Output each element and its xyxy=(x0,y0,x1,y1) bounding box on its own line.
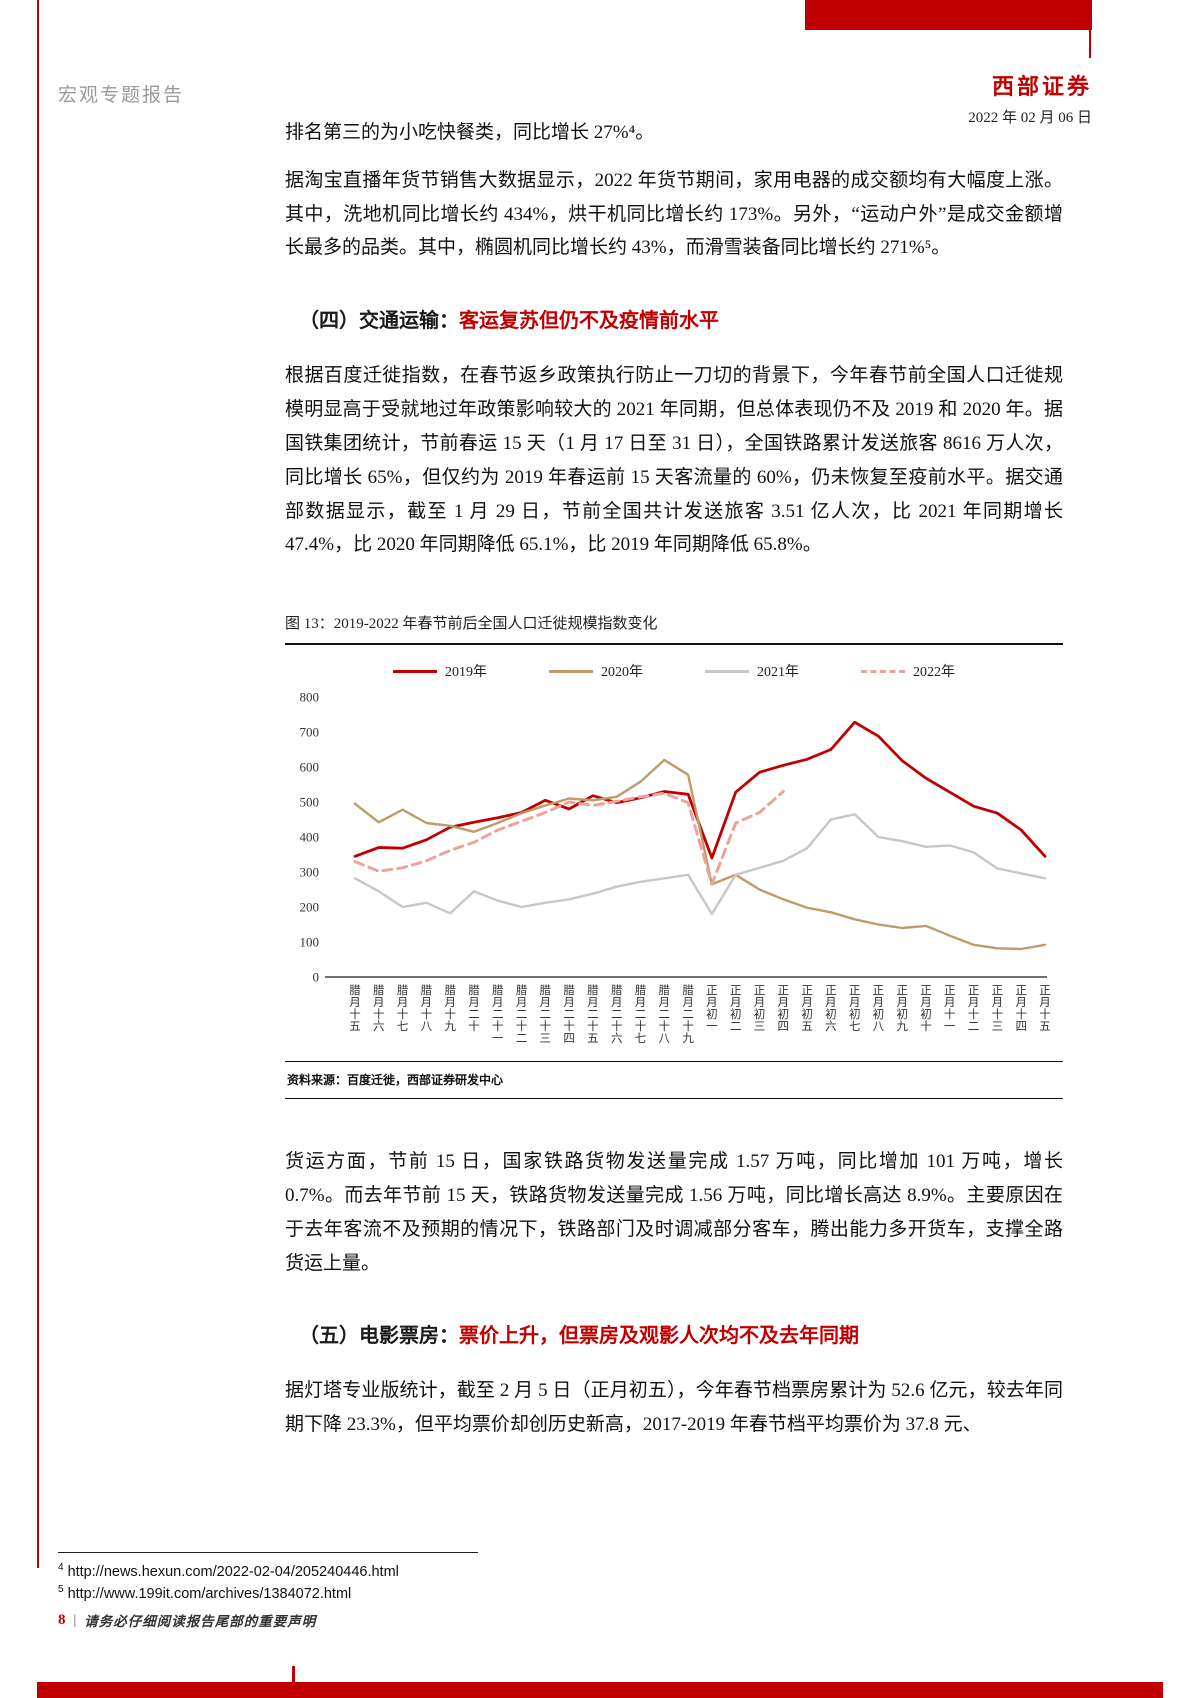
svg-text:正月十二: 正月十二 xyxy=(968,985,980,1033)
svg-text:腊月二十六: 腊月二十六 xyxy=(611,984,623,1045)
svg-text:腊月十六: 腊月十六 xyxy=(373,984,385,1033)
legend-label: 2020年 xyxy=(601,665,643,681)
legend-item-2021年: 2021年 xyxy=(705,661,799,681)
footer-separator: | xyxy=(73,1612,77,1627)
paragraph-freight: 货运方面，节前 15 日，国家铁路货物发送量完成 1.57 万吨，同比增加 10… xyxy=(285,1151,1063,1274)
legend-item-2020年: 2020年 xyxy=(549,661,643,681)
svg-text:500: 500 xyxy=(300,795,320,810)
paragraph-boxoffice: 据灯塔专业版统计，截至 2 月 5 日（正月初五），今年春节档票房累计为 52.… xyxy=(285,1380,1063,1436)
svg-text:正月初七: 正月初七 xyxy=(849,985,861,1033)
svg-text:正月初三: 正月初三 xyxy=(754,985,766,1033)
svg-text:正月十五: 正月十五 xyxy=(1039,985,1051,1033)
svg-text:腊月十九: 腊月十九 xyxy=(444,984,456,1033)
legend-label: 2022年 xyxy=(913,665,955,681)
content-column: 排名第三的为小吃快餐类，同比增长 27%⁴。 据淘宝直播年货节销售大数据显示，2… xyxy=(285,116,1063,1456)
page-number: 8 xyxy=(58,1611,66,1628)
svg-text:800: 800 xyxy=(300,690,320,705)
footnote-4: 4 http://news.hexun.com/2022-02-04/205240… xyxy=(58,1561,578,1583)
svg-text:腊月二十五: 腊月二十五 xyxy=(587,984,599,1045)
svg-text:正月十四: 正月十四 xyxy=(1015,985,1026,1033)
paragraph-taobao: 据淘宝直播年货节销售大数据显示，2022 年货节期间，家用电器的成交额均有大幅度… xyxy=(285,169,1063,259)
legend-item-2022年: 2022年 xyxy=(861,661,955,681)
svg-text:腊月二十九: 腊月二十九 xyxy=(682,984,694,1045)
footnote-url[interactable]: http://www.199it.com/archives/1384072.ht… xyxy=(67,1585,352,1602)
svg-text:正月十一: 正月十一 xyxy=(944,985,956,1033)
footnote-marker: 5 xyxy=(58,1583,64,1595)
section-heading-transport: （四）交通运输：客运复苏但仍不及疫情前水平 xyxy=(285,307,1063,335)
svg-text:正月初六: 正月初六 xyxy=(825,985,837,1033)
legend-line-swatch xyxy=(393,669,437,673)
legend-label: 2021年 xyxy=(757,665,799,681)
paragraph-migration: 根据百度迁徙指数，在春节返乡政策执行防止一刀切的背景下，今年春节前全国人口迁徙规… xyxy=(285,365,1063,556)
left-red-rule xyxy=(37,0,39,1568)
legend-line-swatch xyxy=(861,669,905,673)
svg-text:腊月十五: 腊月十五 xyxy=(349,984,361,1033)
svg-text:200: 200 xyxy=(300,900,320,915)
svg-text:正月初二: 正月初二 xyxy=(730,985,742,1033)
svg-text:正月初八: 正月初八 xyxy=(873,985,885,1033)
footnote-5: 5 http://www.199it.com/archives/1384072.h… xyxy=(58,1583,578,1605)
svg-text:腊月十八: 腊月十八 xyxy=(421,984,433,1033)
footnote-url[interactable]: http://news.hexun.com/2022-02-04/2052404… xyxy=(67,1563,399,1580)
svg-text:正月初五: 正月初五 xyxy=(801,985,813,1033)
bottom-red-bar xyxy=(37,1682,1163,1698)
svg-text:700: 700 xyxy=(300,725,320,740)
figure-source: 资料来源：百度迁徙，西部证券研发中心 xyxy=(285,1062,1063,1100)
svg-text:100: 100 xyxy=(300,935,320,950)
svg-text:腊月二十三: 腊月二十三 xyxy=(540,984,552,1045)
svg-text:300: 300 xyxy=(300,865,320,880)
svg-text:正月初十: 正月初十 xyxy=(920,985,932,1033)
brand-logo: 西部证券 xyxy=(991,74,1092,99)
figure-box: 2019年 2020年 2021年 2022年 0 100 200 300 400 500 600… xyxy=(285,643,1063,1063)
footer-disclaimer: 请务必仔细阅读报告尾部的重要声明 xyxy=(84,1614,317,1629)
svg-text:腊月二十二: 腊月二十二 xyxy=(516,984,528,1045)
svg-text:正月初四: 正月初四 xyxy=(778,985,790,1033)
page-footer: 8 | 请务必仔细阅读报告尾部的重要声明 xyxy=(58,1610,316,1630)
svg-text:400: 400 xyxy=(300,830,320,845)
svg-text:腊月二十四: 腊月二十四 xyxy=(563,984,575,1045)
footnote-marker: 4 xyxy=(58,1562,64,1573)
svg-text:正月初一: 正月初一 xyxy=(706,985,718,1033)
section-number: （五）电影票房： xyxy=(299,1325,459,1348)
svg-text:腊月二十七: 腊月二十七 xyxy=(635,984,647,1045)
svg-text:正月初九: 正月初九 xyxy=(896,985,908,1033)
paragraph-ranking: 排名第三的为小吃快餐类，同比增长 27%⁴。 xyxy=(285,122,655,143)
footnotes: 4 http://news.hexun.com/2022-02-04/205240… xyxy=(58,1552,578,1605)
top-right-red-tail xyxy=(1089,30,1091,58)
brand-block: 西部证券 2022 年 02 月 06 日 xyxy=(968,74,1092,127)
chart-legend: 2019年 2020年 2021年 2022年 xyxy=(285,661,1063,681)
bottom-red-tick xyxy=(292,1666,295,1683)
legend-line-swatch xyxy=(549,669,593,673)
migration-index-line-chart: 0100200300400500600700800腊月十五腊月十六腊月十七腊月十… xyxy=(300,690,1051,1046)
svg-text:腊月二十: 腊月二十 xyxy=(468,984,480,1033)
svg-text:腊月二十八: 腊月二十八 xyxy=(659,984,671,1045)
section-heading-boxoffice: （五）电影票房：票价上升，但票房及观影人次均不及去年同期 xyxy=(285,1322,1063,1350)
footnote-rule xyxy=(58,1552,478,1553)
legend-line-swatch xyxy=(705,669,749,673)
section-title: 客运复苏但仍不及疫情前水平 xyxy=(459,310,719,333)
figure-title: 图 13：2019-2022 年春节前后全国人口迁徙规模指数变化 xyxy=(285,616,658,633)
section-number: （四）交通运输： xyxy=(299,310,459,333)
svg-text:腊月二十一: 腊月二十一 xyxy=(492,984,504,1045)
svg-text:0: 0 xyxy=(313,970,320,985)
top-right-red-block xyxy=(805,0,1092,30)
report-date: 2022 年 02 月 06 日 xyxy=(968,110,1092,127)
legend-label: 2019年 xyxy=(445,665,487,681)
svg-text:腊月十七: 腊月十七 xyxy=(397,984,409,1033)
legend-item-2019年: 2019年 xyxy=(393,661,487,681)
doc-type-label: 宏观专题报告 xyxy=(58,85,185,106)
svg-text:正月十三: 正月十三 xyxy=(992,985,1004,1033)
figure-13: 图 13：2019-2022 年春节前后全国人口迁徙规模指数变化 2019年 20… xyxy=(285,612,1063,1100)
section-title: 票价上升，但票房及观影人次均不及去年同期 xyxy=(459,1325,859,1348)
svg-text:600: 600 xyxy=(300,760,320,775)
